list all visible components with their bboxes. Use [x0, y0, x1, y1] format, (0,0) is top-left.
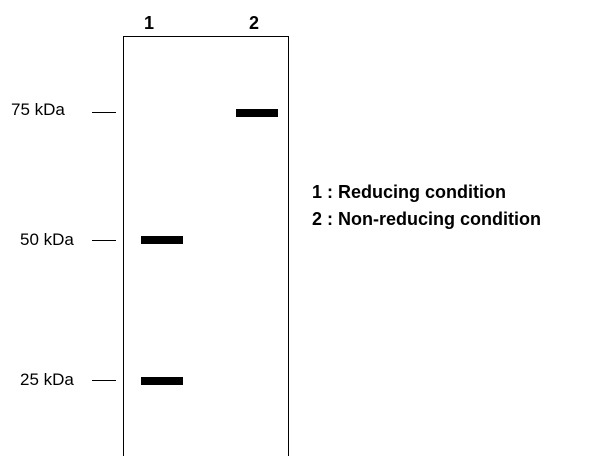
- marker-tick-25kda: [92, 380, 116, 381]
- legend-item-2: 2 : Non-reducing condition: [312, 209, 541, 229]
- marker-label-50kda: 50 kDa: [20, 230, 74, 249]
- band-lane2-75kda: [236, 109, 278, 117]
- marker-label-25kda: 25 kDa: [20, 370, 74, 389]
- marker-tick-75kda: [92, 112, 116, 113]
- lane-label-2: 2: [248, 13, 259, 33]
- band-lane1-25kda: [141, 377, 183, 385]
- gel-frame: [123, 36, 289, 456]
- legend: 1 : Reducing condition 2 : Non-reducing …: [312, 179, 541, 233]
- band-lane1-50kda: [141, 236, 183, 244]
- legend-item-1: 1 : Reducing condition: [312, 182, 506, 202]
- marker-tick-50kda: [92, 240, 116, 241]
- marker-label-75kda: 75 kDa: [11, 100, 65, 119]
- lane-label-1: 1: [143, 13, 154, 33]
